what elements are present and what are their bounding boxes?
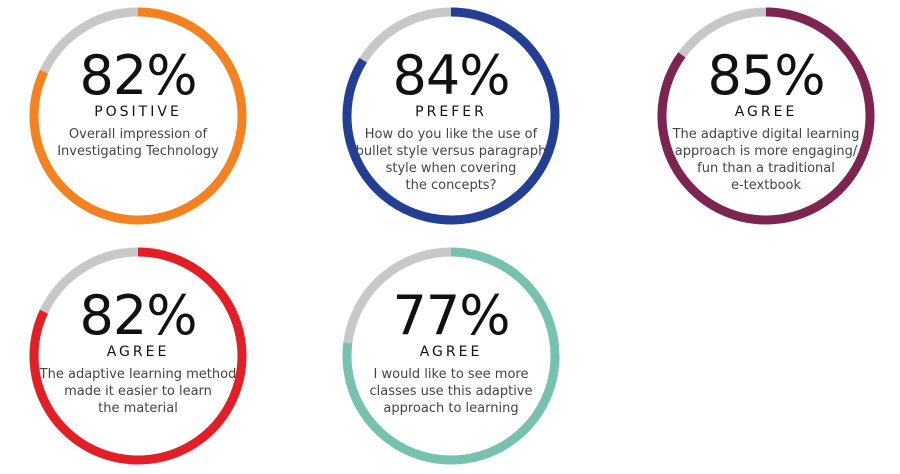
description-line: the material — [98, 401, 178, 416]
percent-value: 82% — [79, 284, 197, 347]
ring-chart — [29, 7, 247, 225]
stat-description: How do you like the use of bullet style … — [351, 126, 551, 194]
stat-ring-easier-to-learn: 82% AGREE The adaptive learning method m… — [28, 246, 248, 466]
stat-ring-engaging: 85% AGREE The adaptive digital learning … — [656, 6, 876, 226]
percent-value: 82% — [79, 44, 197, 107]
stat-ring-more-classes: 77% AGREE I would like to see more class… — [341, 246, 561, 466]
ring-value-arc — [657, 7, 875, 225]
description-line: I would like to see more — [373, 367, 529, 382]
percent-label: AGREE — [106, 344, 170, 360]
description-line: The adaptive learning method — [39, 367, 237, 382]
ring-remainder-arc — [39, 247, 139, 314]
ring-remainder-arc — [359, 7, 452, 63]
description-line: style when covering — [385, 161, 517, 176]
percent-label: PREFER — [415, 104, 487, 120]
stat-ring-overall-impression: 82% POSITIVE Overall impression of Inves… — [28, 6, 248, 226]
description-line: classes use this adaptive — [369, 384, 533, 399]
stat-description: The adaptive learning method made it eas… — [38, 366, 238, 417]
description-line: the concepts? — [405, 178, 497, 193]
ring-value-arc — [29, 247, 247, 465]
description-line: The adaptive digital learning — [672, 127, 860, 142]
ring-remainder-arc — [678, 7, 767, 58]
description-line: fun than a traditional — [697, 161, 835, 176]
description-line: bullet style versus paragraph — [355, 144, 547, 159]
percent-value: 77% — [392, 284, 510, 347]
percent-label: AGREE — [734, 104, 798, 120]
percent-value: 85% — [707, 44, 825, 107]
ring-chart — [657, 7, 875, 225]
description-line: e-textbook — [730, 178, 802, 193]
description-line: approach to learning — [383, 401, 519, 416]
percent-label: POSITIVE — [94, 104, 182, 120]
ring-remainder-arc — [39, 7, 139, 74]
description-line: approach is more engaging/ — [674, 144, 858, 159]
stat-description: The adaptive digital learning approach i… — [666, 126, 866, 194]
description-line: Investigating Technology — [57, 144, 219, 159]
stat-description: Overall impression of Investigating Tech… — [38, 126, 238, 160]
ring-value-arc — [29, 7, 247, 225]
percent-label: AGREE — [419, 344, 483, 360]
percent-value: 84% — [392, 44, 510, 107]
description-line: How do you like the use of — [364, 127, 538, 142]
stat-description: I would like to see more classes use thi… — [351, 366, 551, 417]
stat-ring-bullet-style: 84% PREFER How do you like the use of bu… — [341, 6, 561, 226]
ring-chart — [342, 247, 560, 465]
ring-remainder-arc — [343, 247, 452, 344]
ring-value-arc — [342, 7, 560, 225]
ring-chart — [29, 247, 247, 465]
description-line: made it easier to learn — [64, 384, 212, 399]
description-line: Overall impression of — [68, 127, 208, 142]
ring-value-arc — [342, 247, 560, 465]
ring-chart — [342, 7, 560, 225]
